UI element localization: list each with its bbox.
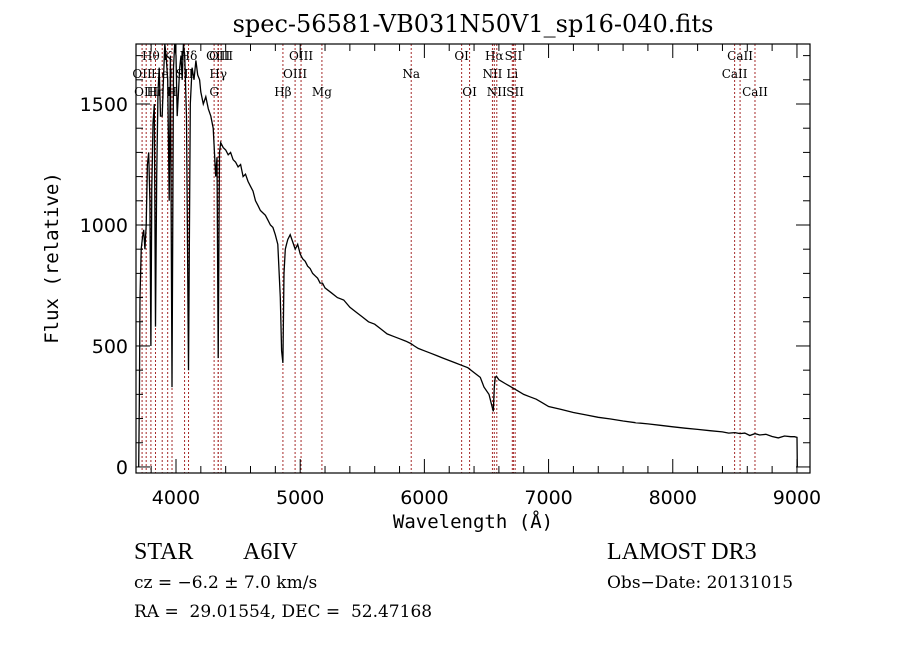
x-tick-label: 6000 xyxy=(400,487,448,509)
line-label: OIII xyxy=(209,49,233,63)
coordinates: RA = 29.01554, DEC = 52.47168 xyxy=(134,602,433,622)
axis-ticks: 4000 5000 6000 7000 8000 9000 0 500 1000 1500 xyxy=(80,44,821,509)
x-tick-label: 4000 xyxy=(152,487,200,509)
spectrum-line xyxy=(138,43,798,468)
line-label: Hη xyxy=(147,85,165,99)
y-tick-label: 1500 xyxy=(80,94,128,116)
y-tick-label: 1000 xyxy=(80,215,128,237)
x-tick-label: 8000 xyxy=(649,487,697,509)
line-label: OII xyxy=(132,67,152,81)
chart-title: spec-56581-VB031N50V1_sp16-040.fits xyxy=(233,10,714,38)
line-label: CaII xyxy=(727,49,753,63)
observation-date: Obs−Date: 20131015 xyxy=(607,573,794,593)
line-label: NII xyxy=(482,67,502,81)
line-label: Hβ xyxy=(274,85,291,99)
survey-name: LAMOST DR3 xyxy=(607,539,757,565)
y-tick-label: 0 xyxy=(116,457,128,479)
x-axis-label: Wavelength (Å) xyxy=(393,510,553,533)
line-label: Hθ xyxy=(142,49,160,63)
object-subclass: A6IV xyxy=(243,539,298,565)
line-label: Li xyxy=(506,67,518,81)
line-label: CaII xyxy=(722,67,748,81)
y-tick-label: 500 xyxy=(92,336,128,358)
line-label: OI xyxy=(454,49,469,63)
line-label: OI xyxy=(462,85,477,99)
line-label: Hγ xyxy=(209,67,227,81)
y-axis-label: Flux (relative) xyxy=(41,172,63,344)
x-tick-label: 5000 xyxy=(276,487,324,509)
plot-frame xyxy=(135,43,811,474)
line-label: Hα xyxy=(485,49,504,63)
line-label: Mg xyxy=(312,85,332,99)
line-label: SII xyxy=(506,85,524,99)
object-class: STAR xyxy=(134,539,194,565)
redshift-velocity: cz = −6.2 ± 7.0 km/s xyxy=(134,573,318,593)
line-label: OIII xyxy=(289,49,313,63)
line-label: SII xyxy=(505,49,523,63)
line-label: G xyxy=(209,85,219,99)
line-label: K xyxy=(163,49,173,63)
line-label: CaII xyxy=(742,85,768,99)
line-label: NII xyxy=(487,85,507,99)
x-tick-label: 7000 xyxy=(524,487,572,509)
line-label: OIII xyxy=(283,67,307,81)
x-tick-label: 9000 xyxy=(773,487,821,509)
line-label: Na xyxy=(402,67,420,81)
line-label: H xyxy=(167,85,177,99)
line-label: OIII xyxy=(134,85,158,99)
